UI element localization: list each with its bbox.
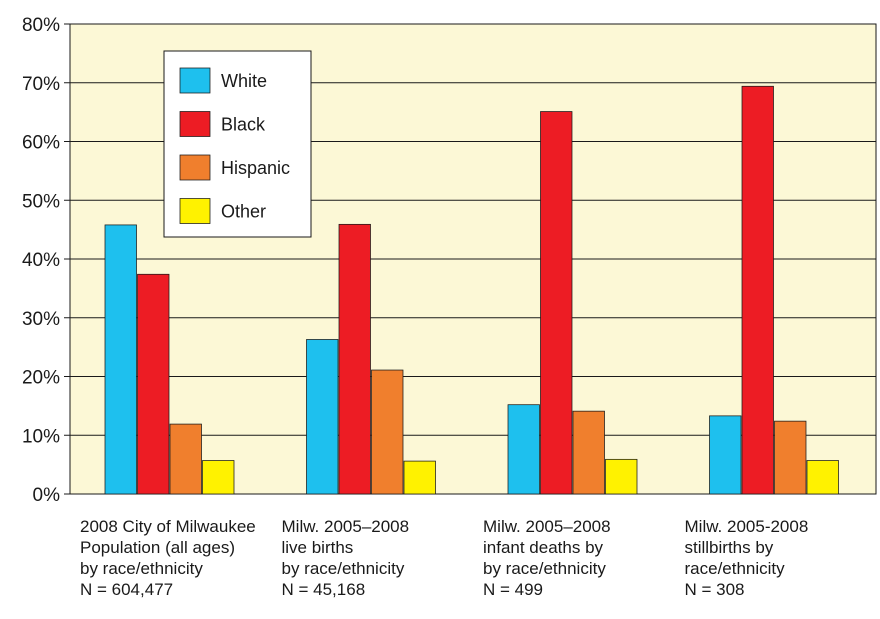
y-tick-label: 50% bbox=[22, 191, 60, 212]
x-category-label: Milw. 2005-2008 stillbirths by race/ethnic… bbox=[685, 517, 809, 599]
y-tick-label: 60% bbox=[22, 133, 60, 154]
bar-black bbox=[741, 85, 774, 495]
bar-hispanic bbox=[774, 420, 807, 495]
bar-other bbox=[403, 460, 436, 495]
x-category-label-line: Milw. 2005–2008 bbox=[483, 517, 611, 536]
x-category-label-line: Milw. 2005-2008 bbox=[685, 517, 809, 536]
x-axis-category-labels: 2008 City of Milwaukee Population (all ag… bbox=[80, 517, 808, 599]
x-category-label-line: 2008 City of Milwaukee bbox=[80, 517, 256, 536]
bar-white bbox=[104, 224, 137, 495]
bar-other bbox=[806, 460, 839, 495]
x-category-label-line: Milw. 2005–2008 bbox=[282, 517, 410, 536]
x-category-label-line: N = 499 bbox=[483, 580, 543, 599]
bar-black bbox=[540, 111, 573, 495]
x-category-label: 2008 City of Milwaukee Population (all ag… bbox=[80, 517, 256, 599]
bars bbox=[104, 85, 839, 495]
y-tick-label: 20% bbox=[22, 368, 60, 389]
y-tick-label: 70% bbox=[22, 74, 60, 95]
bar-hispanic bbox=[572, 410, 605, 495]
y-tick-label: 0% bbox=[33, 485, 61, 506]
bar-hispanic bbox=[169, 423, 202, 495]
x-category-label-line: race/ethnicity bbox=[685, 559, 786, 578]
y-tick-label: 10% bbox=[22, 426, 60, 447]
x-category-label-line: infant deaths by bbox=[483, 538, 604, 557]
y-axis-ticks: 0% 10% 20% 30% 40% 50% 60% 70% 80% bbox=[22, 15, 70, 506]
x-category-label-line: by race/ethnicity bbox=[80, 559, 203, 578]
bar-black bbox=[137, 273, 170, 495]
y-tick-label: 30% bbox=[22, 309, 60, 330]
x-category-label-line: N = 45,168 bbox=[282, 580, 366, 599]
legend: White Black Hispanic Other bbox=[163, 50, 312, 238]
bar-other bbox=[202, 460, 235, 495]
legend-swatch-other bbox=[179, 198, 211, 224]
legend-label-white: White bbox=[221, 71, 267, 91]
bar-hispanic bbox=[371, 369, 404, 495]
x-category-label-line: live births bbox=[282, 538, 354, 557]
x-category-label-line: by race/ethnicity bbox=[282, 559, 405, 578]
bar-white bbox=[709, 415, 742, 495]
legend-swatch-white bbox=[179, 67, 211, 94]
x-category-label: Milw. 2005–2008 infant deaths by by race/e… bbox=[483, 517, 611, 599]
x-category-label-line: Population (all ages) bbox=[80, 538, 235, 557]
legend-label-hispanic: Hispanic bbox=[221, 158, 290, 178]
x-category-label: Milw. 2005–2008 live births by race/ethnic… bbox=[282, 517, 410, 599]
bar-white bbox=[306, 339, 339, 495]
legend-label-black: Black bbox=[221, 115, 266, 135]
legend-label-other: Other bbox=[221, 202, 266, 222]
bar-white bbox=[507, 404, 540, 495]
legend-swatch-black bbox=[179, 111, 211, 137]
x-category-label-line: by race/ethnicity bbox=[483, 559, 606, 578]
x-category-label-line: stillbirths by bbox=[685, 538, 774, 557]
y-tick-label: 80% bbox=[22, 15, 60, 36]
y-tick-label: 40% bbox=[22, 250, 60, 271]
bar-black bbox=[338, 223, 371, 495]
x-category-label-line: N = 604,477 bbox=[80, 580, 173, 599]
legend-swatch-hispanic bbox=[179, 154, 211, 181]
bar-other bbox=[605, 458, 638, 495]
x-category-label-line: N = 308 bbox=[685, 580, 745, 599]
